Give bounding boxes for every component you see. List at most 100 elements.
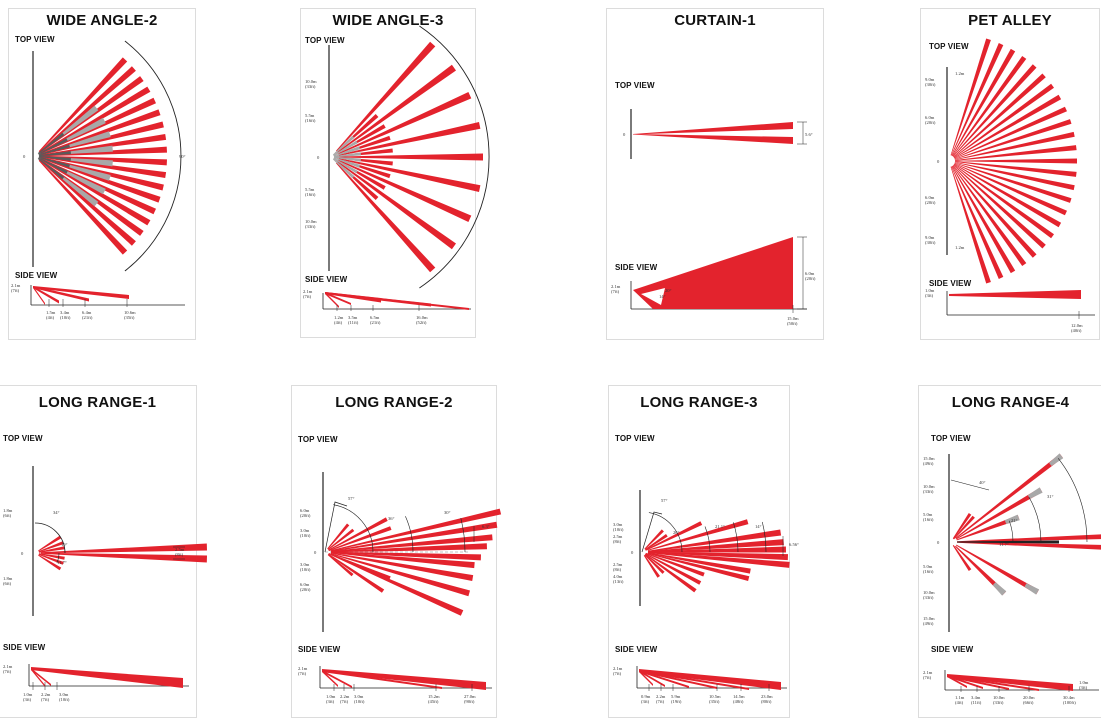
- range-tick-label: 6.4m: [82, 310, 92, 315]
- origin-label: 0: [631, 550, 634, 555]
- range-tick-label: 3.5m: [348, 315, 358, 320]
- long-range-beam: [955, 453, 1063, 539]
- detection-beam: [336, 41, 436, 152]
- detection-beam: [954, 161, 1077, 177]
- origin-label: 0: [23, 154, 26, 159]
- panel-curtain-1: CURTAIN-1 TOP VIEW SIDE VIEW 0 5.6° 2.1m (7…: [606, 8, 824, 340]
- lateral-distance-label: (20ft): [300, 513, 311, 518]
- short-range-beam: [61, 131, 111, 150]
- origin-label: 0: [314, 550, 317, 555]
- panel-title: WIDE ANGLE-3: [332, 12, 444, 29]
- coverage-arc: [419, 25, 490, 289]
- side-view-label: SIDE VIEW: [305, 275, 348, 284]
- mount-height-label: 2.1m: [923, 670, 933, 675]
- origin-label: 0: [623, 132, 626, 137]
- angle-label: 14°: [755, 524, 762, 529]
- close-range-beam: [333, 158, 358, 174]
- angle-arc: [762, 521, 767, 553]
- detection-beam: [40, 156, 167, 178]
- close-range-beam: [37, 132, 65, 154]
- dimension-arrow: [950, 479, 990, 491]
- lateral-distance-label: (30ft): [925, 82, 936, 87]
- range-tick-label: (4ft): [334, 320, 343, 325]
- range-tick-label: (66ft): [1023, 700, 1034, 705]
- side-beam: [947, 675, 983, 689]
- short-range-beam: [38, 554, 62, 571]
- long-range-beam: [41, 543, 207, 554]
- detection-beam: [952, 56, 1027, 157]
- center-beam: [957, 540, 1059, 544]
- tilt-angle-label: 14°: [659, 294, 666, 299]
- top-view-label: TOP VIEW: [305, 36, 345, 45]
- range-tick-label: 2.2m: [340, 694, 350, 699]
- detection-beam: [39, 86, 151, 154]
- lateral-distance-label: (8ft): [613, 567, 622, 572]
- range-tick-label: 15.0m: [787, 316, 799, 321]
- range-tick-label: 10.5m: [709, 694, 721, 699]
- range-tick-label: (50ft): [787, 321, 798, 326]
- short-range-beam: [952, 545, 972, 571]
- range-tick-label: 15.2m: [428, 694, 440, 699]
- detection-beam: [953, 83, 1054, 158]
- beam-height-label: 1.0m: [1079, 680, 1089, 685]
- mount-height-label: 2.1m: [613, 666, 623, 671]
- coverage-arc: [124, 40, 182, 272]
- long-range-beam: [330, 534, 493, 552]
- angle-arc: [56, 552, 60, 563]
- short-range-beam: [62, 145, 113, 155]
- long-range-beam: [331, 551, 481, 561]
- range-tick-label: 20.0m: [1023, 695, 1035, 700]
- side-beam: [947, 675, 1039, 691]
- range-tick-label: (48ft): [733, 699, 744, 704]
- side-beam: [639, 670, 749, 690]
- mount-height-label: 2.1m: [11, 283, 21, 288]
- lateral-distance-label: (49ft): [923, 621, 934, 626]
- lateral-distance-label: 4.0m: [613, 574, 623, 579]
- detection-beam: [954, 94, 1062, 159]
- detection-beam: [954, 106, 1067, 159]
- long-range-beam: [41, 552, 207, 563]
- beam-gap: [641, 288, 665, 305]
- lateral-distance-label: 6.0m: [300, 508, 310, 513]
- short-range-beam: [38, 546, 65, 553]
- close-range-beam: [38, 151, 71, 157]
- range-tick-label: (10ft): [354, 699, 365, 704]
- range-tick-label: 10.0m: [993, 695, 1005, 700]
- range-tick-label: (52ft): [416, 320, 427, 325]
- long-range-beam: [957, 541, 1101, 550]
- lateral-distance-label: 9.0m: [925, 77, 935, 82]
- close-range-beam: [333, 146, 360, 157]
- detection-beam: [954, 131, 1075, 160]
- mount-height-label: (7ft): [298, 671, 307, 676]
- side-beam: [639, 670, 717, 689]
- side-beam: [31, 667, 183, 688]
- long-range-2-pattern-diagram: 06.0m(20ft)3.0m(10ft)3.0m(10ft)6.0m(20ft…: [298, 472, 502, 704]
- angle-arc: [333, 504, 374, 553]
- beam-width-label: (8ft): [175, 552, 184, 557]
- short-range-beam: [644, 554, 665, 574]
- lateral-distance-label: (33ft): [923, 489, 934, 494]
- top-view-label: TOP VIEW: [3, 434, 43, 443]
- lateral-distance-label: (30ft): [925, 240, 936, 245]
- lateral-distance-label: 6.0m: [925, 195, 935, 200]
- range-tick-label: 1.5m: [46, 310, 56, 315]
- lateral-distance-label: 10.0m: [923, 484, 935, 489]
- side-beam: [33, 286, 129, 299]
- lateral-distance-label: (10ft): [613, 527, 624, 532]
- lateral-distance-label: 3.0m: [613, 522, 623, 527]
- side-view-label: SIDE VIEW: [298, 645, 341, 654]
- short-range-beam: [56, 172, 99, 207]
- detection-beam: [954, 162, 1072, 203]
- range-tick-label: (11ft): [348, 320, 359, 325]
- coverage-angle-label: 90°: [179, 154, 186, 159]
- long-range-beam: [331, 543, 487, 553]
- long-range-beam: [330, 553, 470, 597]
- mount-height-label: 2.1m: [611, 284, 621, 289]
- long-range-beam: [647, 553, 750, 581]
- short-range-beam: [61, 162, 111, 181]
- range-tick-label: (45ft): [428, 699, 439, 704]
- top-view-label: TOP VIEW: [15, 35, 55, 44]
- lateral-distance-label: 1.8m: [3, 508, 13, 513]
- mid-range-beam: [328, 553, 391, 581]
- range-tick-label: 27.0m: [464, 694, 476, 699]
